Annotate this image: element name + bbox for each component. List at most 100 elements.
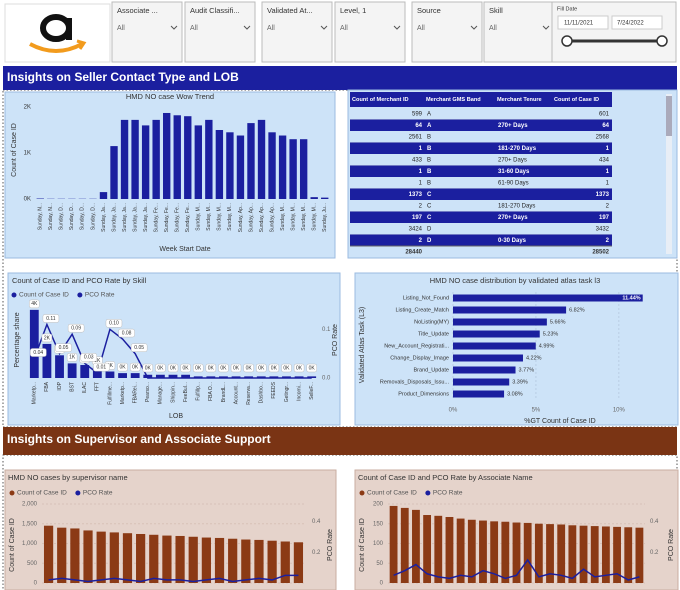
bar: [155, 374, 165, 378]
bar: [523, 522, 532, 583]
x-tick-label: Sunday, M...: [227, 203, 233, 231]
bar: [321, 197, 329, 199]
bar: [453, 318, 547, 326]
dropdown-icon[interactable]: [170, 25, 178, 30]
slicer[interactable]: [184, 1, 256, 63]
bar: [307, 376, 317, 378]
bar: [149, 534, 159, 583]
y2-axis-label: PCO Rate: [327, 529, 334, 561]
dropdown-icon[interactable]: [470, 25, 478, 30]
table-cell: 2561: [409, 135, 423, 141]
slicer[interactable]: [334, 1, 406, 63]
bar: [278, 135, 287, 199]
data-label-box: [293, 363, 305, 373]
table-row-highlight: [350, 142, 612, 154]
bar: [236, 135, 245, 199]
x-tick-label: Sunday, M...: [312, 203, 318, 231]
x-tick-label: Sunday, Fe...: [153, 203, 159, 232]
bar: [453, 294, 643, 302]
date-slicer[interactable]: [551, 1, 677, 63]
bar: [29, 309, 39, 378]
y-tick-label: Listing_Not_Found: [403, 295, 449, 301]
table-cell: 197: [412, 215, 423, 221]
bar: [226, 132, 234, 199]
x-tick-label: Sunday, M...: [290, 203, 296, 231]
range-handle[interactable]: [656, 35, 668, 47]
dropdown-icon[interactable]: [542, 25, 550, 30]
data-label: 0.10: [109, 321, 119, 327]
x-tick-label: SelleF...: [309, 382, 315, 400]
x-tick-label: Sunday, Fe...: [164, 203, 170, 232]
data-label-box: [118, 328, 135, 338]
slicer[interactable]: [261, 1, 333, 63]
section-band: [3, 66, 677, 90]
dropdown-icon[interactable]: [320, 25, 328, 30]
data-label: 6.82%: [569, 307, 585, 313]
bar: [57, 527, 67, 583]
y2-tick-label: 0.4: [312, 519, 321, 525]
bar: [453, 354, 523, 362]
bar: [310, 197, 318, 199]
bar: [635, 527, 644, 583]
bar: [163, 112, 171, 199]
x-tick-label: FeeBul...: [183, 382, 189, 402]
x-tick-label: Fulfillp...: [196, 382, 202, 401]
data-label: 0K: [157, 365, 164, 371]
bar: [282, 376, 291, 378]
panel: [7, 272, 341, 426]
bar: [453, 306, 567, 314]
x-tick-label: Marketp...: [120, 382, 126, 404]
date-box[interactable]: [611, 15, 663, 30]
y-tick-label: Change_Display_Image: [390, 355, 449, 361]
table-row-highlight: [350, 234, 612, 246]
y-tick-label: 2,000: [22, 502, 38, 508]
y-axis-label: Count of Case ID: [9, 518, 16, 572]
y-tick-label: NoListing(MY): [414, 319, 449, 325]
table-cell: 270+ Days: [498, 123, 528, 129]
bar: [42, 343, 52, 378]
x-tick-label: FEEDS: [271, 381, 277, 398]
date-box[interactable]: [557, 15, 609, 30]
x-tick-label: Sunday, Ja...: [111, 203, 117, 232]
bar: [590, 526, 599, 583]
y-tick-label: 150: [373, 521, 384, 527]
dropdown-icon[interactable]: [393, 25, 401, 30]
x-tick-label: Shippin...: [170, 382, 176, 403]
scrollbar-thumb[interactable]: [666, 96, 672, 136]
slicer[interactable]: [111, 1, 183, 63]
data-label: 5.23%: [543, 331, 559, 337]
table-cell: A: [427, 123, 432, 129]
table-cell: 2: [606, 204, 610, 210]
data-label: 0K: [132, 364, 139, 370]
bar: [136, 533, 146, 583]
bar: [130, 373, 140, 378]
table-cell: 270+ Days: [498, 215, 528, 221]
data-label-box: [230, 363, 242, 373]
range-handle[interactable]: [561, 35, 573, 47]
x-tick-label: Sunday, M...: [196, 203, 202, 231]
x-tick-label: Manage...: [158, 382, 164, 404]
bar: [131, 119, 139, 199]
x-tick-label: Fulfillme...: [107, 382, 113, 405]
x-tick-label: FBA: [44, 381, 50, 391]
slicer-label: Level, 1: [340, 6, 366, 15]
slicer-value: All: [267, 25, 275, 32]
bar: [268, 132, 276, 199]
data-label: 0K: [220, 365, 227, 371]
bar: [193, 376, 203, 378]
bar: [175, 535, 185, 583]
slicer-label: Validated At...: [267, 6, 313, 15]
dropdown-icon[interactable]: [243, 25, 251, 30]
data-label: 0K: [296, 365, 303, 371]
bar: [118, 373, 127, 378]
data-label: 0K: [145, 365, 152, 371]
chart-title: HMD NO cases by supervisor name: [8, 473, 128, 482]
table-cell: 61-90 Days: [498, 181, 529, 187]
table-cell: B: [427, 135, 431, 141]
table-cell: 1: [419, 169, 423, 175]
scrollbar[interactable]: [666, 94, 672, 254]
table-cell: B: [427, 158, 431, 164]
date-start: 11/11/2021: [564, 21, 594, 27]
slicer[interactable]: [411, 1, 483, 63]
x-tick-label: Sunday, D...: [80, 203, 86, 230]
